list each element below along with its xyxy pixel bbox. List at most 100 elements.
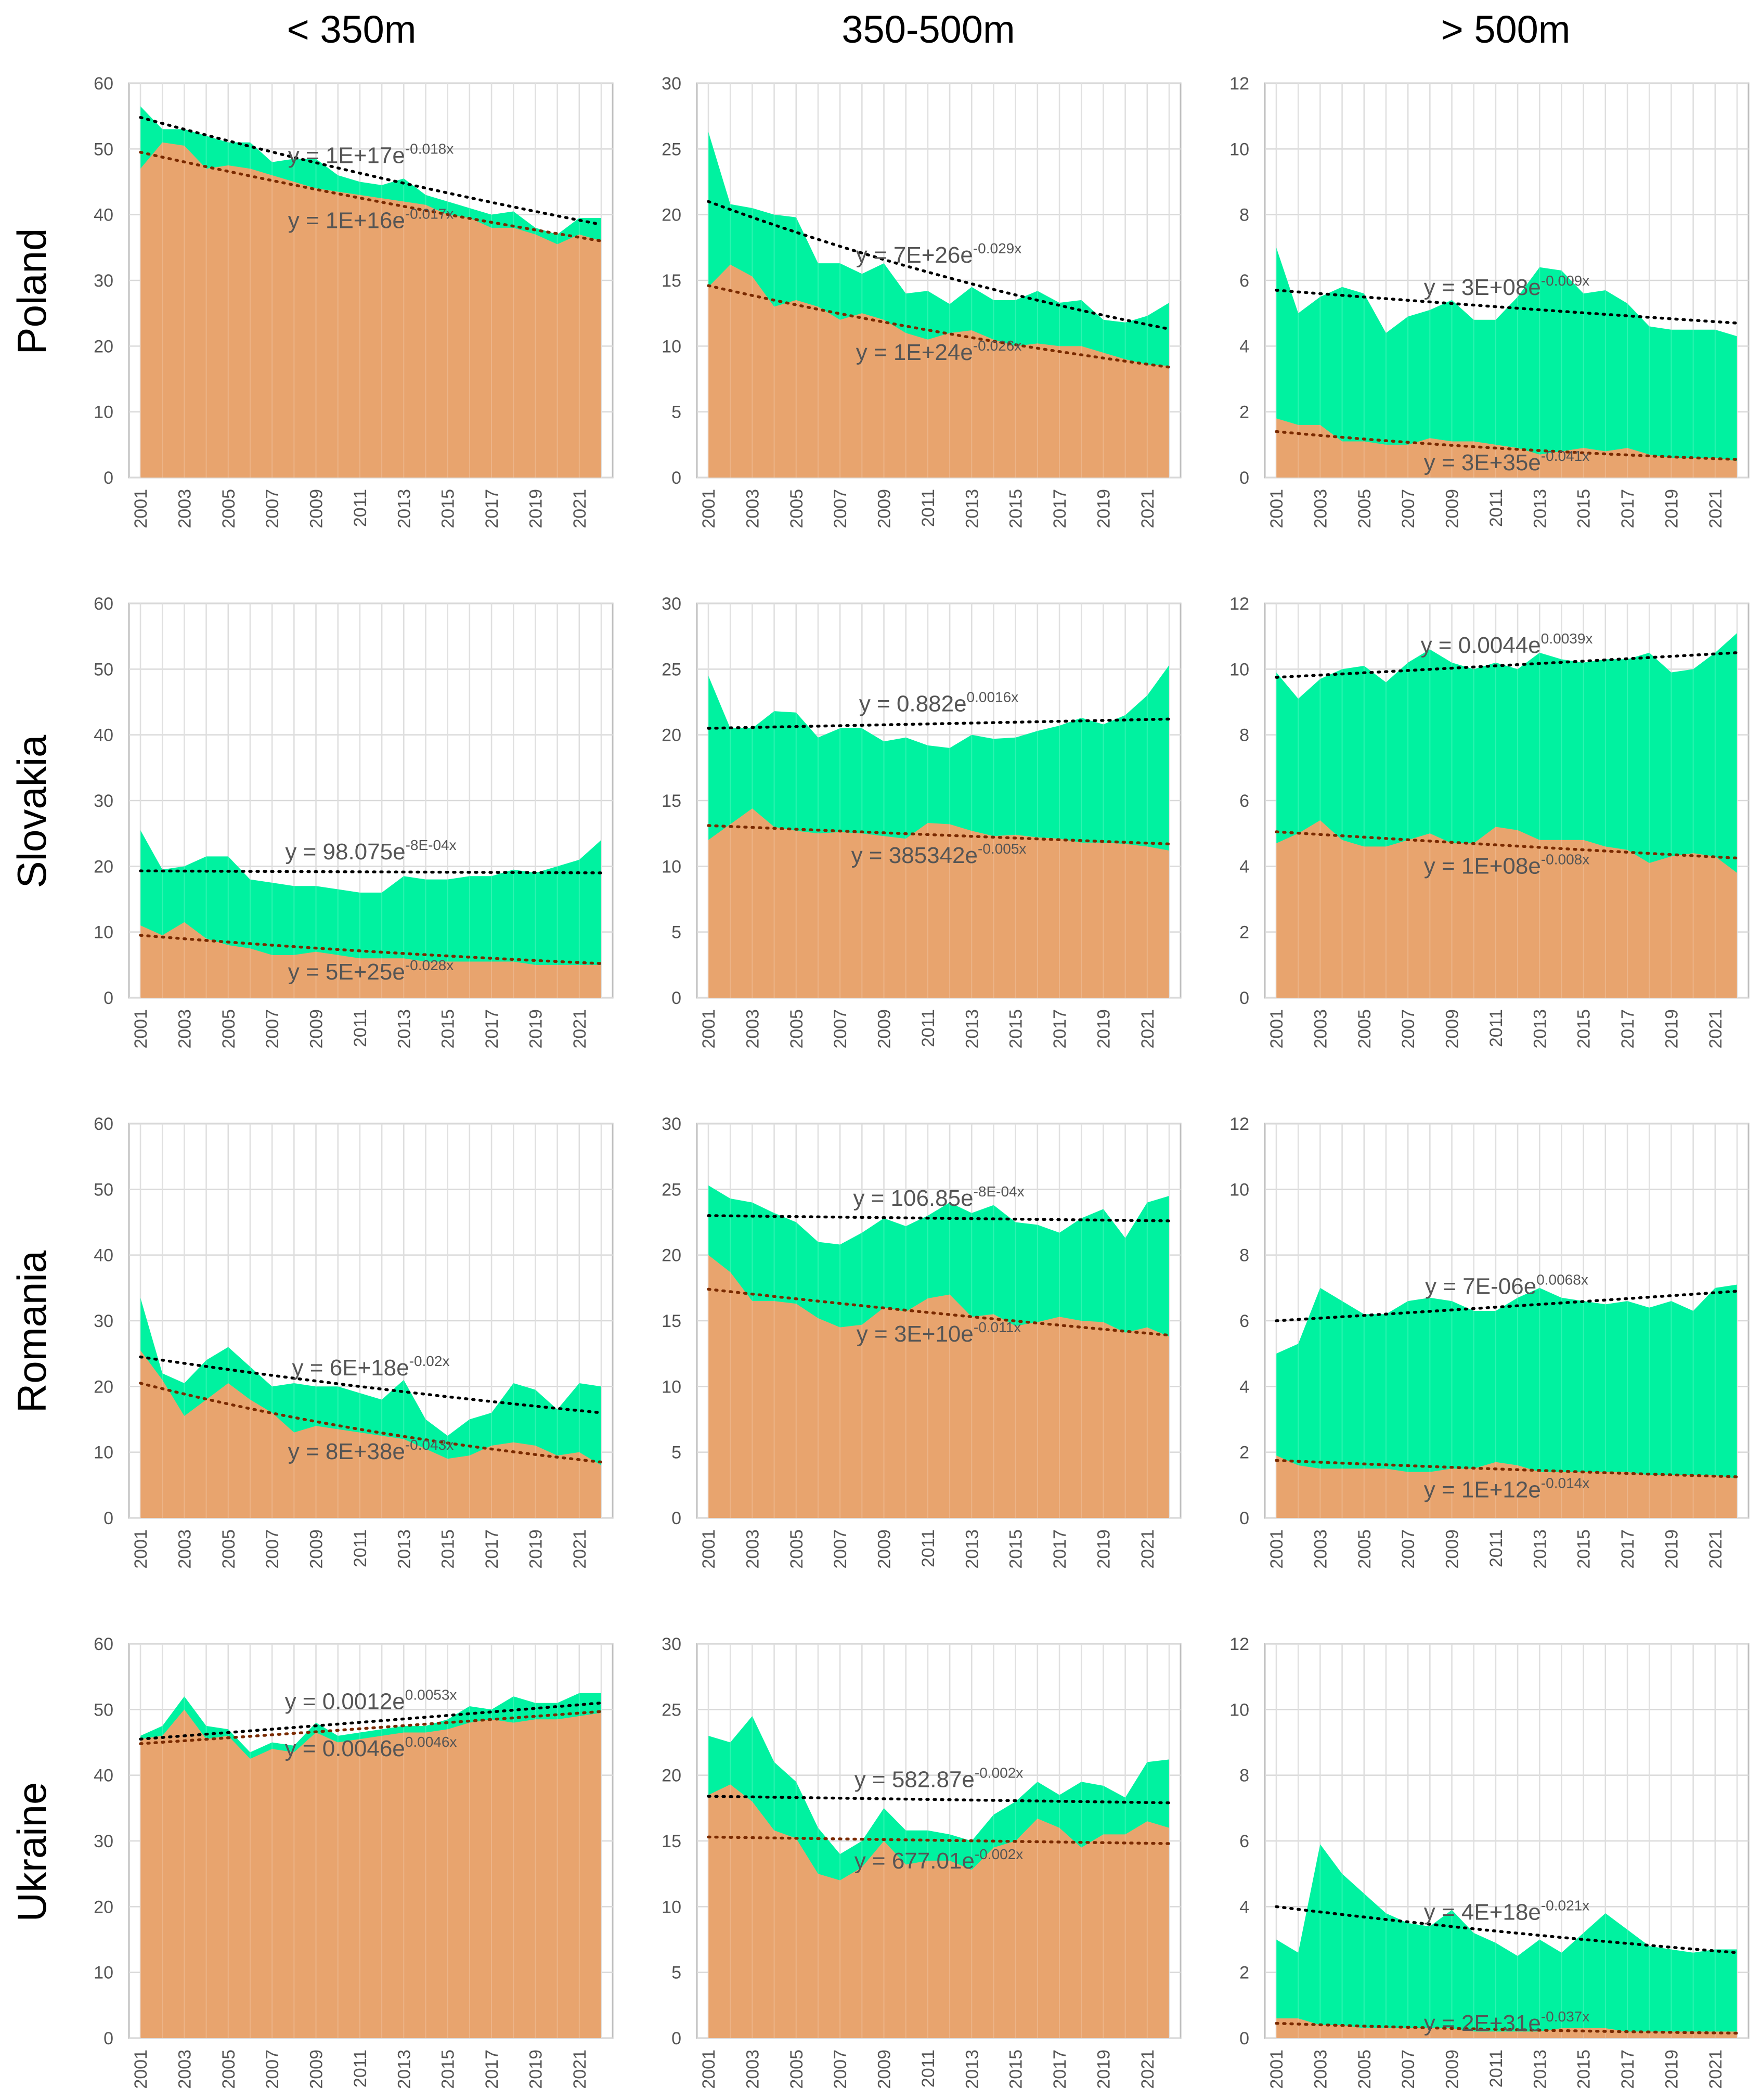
column-header-high: > 500m [1441, 8, 1571, 51]
x-tick-label: 2011 [1486, 1009, 1506, 1047]
area-series-top [1276, 1844, 1737, 2038]
x-tick-label: 2021 [1138, 489, 1158, 529]
panel-ukraine-low: y = 0.0012e0.0053x y = 0.0046e0.0046x 0 10 2… [94, 1634, 614, 2089]
trendline-lower [707, 284, 1171, 369]
x-tick-label: 2007 [831, 489, 850, 529]
y-tick-label: 30 [662, 594, 681, 614]
x-tick-label: 2007 [263, 1009, 282, 1049]
x-tick-label: 2003 [1311, 1529, 1330, 1569]
trendline-equation-upper: y = 0.0044e0.0039x [1421, 630, 1593, 658]
y-tick-label: 30 [662, 74, 681, 94]
x-tick-label: 2017 [1050, 2050, 1070, 2089]
area-series-bottom [140, 1350, 601, 1518]
x-tick-label: 2011 [918, 489, 938, 527]
area-series-bottom [1276, 1455, 1737, 1518]
x-tick-label: 2021 [570, 489, 590, 529]
y-tick-label: 15 [662, 271, 681, 291]
x-tick-label: 2009 [875, 489, 895, 529]
x-tick-label: 2001 [1267, 2050, 1287, 2089]
x-tick-label: 2009 [1443, 1529, 1462, 1569]
x-tick-label: 2011 [918, 2050, 938, 2088]
x-tick-label: 2007 [1399, 1009, 1418, 1049]
area-series-bottom [708, 808, 1169, 998]
trendline-equation-upper: y = 0.0012e0.0053x [285, 1686, 457, 1714]
x-tick-label: 2007 [263, 489, 282, 529]
y-tick-label: 50 [94, 1180, 113, 1200]
y-tick-label: 0 [1239, 1509, 1249, 1528]
y-tick-label: 60 [94, 1114, 113, 1134]
x-tick-label: 2013 [962, 489, 982, 529]
trendline-equation-lower: y = 1E+24e-0.026x [856, 338, 1021, 365]
x-tick-label: 2015 [1006, 489, 1026, 529]
y-tick-label: 8 [1239, 1246, 1249, 1266]
x-tick-label: 2011 [918, 1009, 938, 1047]
x-tick-label: 2021 [570, 2050, 590, 2089]
y-tick-label: 30 [662, 1634, 681, 1654]
panel-slovakia-low: y = 98.075e-8E-04x y = 5E+25e-0.028x 0 10 20… [94, 594, 614, 1049]
trendline-upper [707, 200, 1171, 331]
x-tick-label: 2019 [1662, 1529, 1681, 1569]
area-series-bottom [708, 264, 1169, 478]
x-tick-label: 2021 [1138, 2050, 1158, 2089]
x-tick-label: 2009 [307, 1009, 327, 1049]
x-tick-label: 2015 [1574, 2050, 1594, 2089]
x-tick-label: 2003 [743, 1009, 762, 1049]
x-tick-label: 2015 [1006, 2050, 1026, 2089]
x-tick-label: 2013 [394, 489, 414, 529]
column-header-mid: 350-500m [841, 8, 1015, 51]
x-tick-label: 2005 [787, 489, 807, 529]
x-tick-label: 2005 [1355, 1529, 1375, 1569]
x-tick-label: 2013 [962, 1529, 982, 1569]
y-tick-label: 0 [103, 988, 113, 1008]
x-tick-label: 2013 [394, 1009, 414, 1049]
x-tick-label: 2003 [743, 2050, 762, 2089]
x-tick-label: 2019 [1662, 2050, 1681, 2089]
trendline-equation-upper: y = 6E+18e-0.02x [292, 1353, 450, 1381]
x-tick-label: 2001 [131, 489, 151, 529]
trendline-equation-upper: y = 0.882e0.0016x [859, 689, 1018, 716]
y-tick-label: 20 [94, 857, 113, 877]
y-tick-label: 60 [94, 1634, 113, 1654]
y-tick-label: 5 [671, 1443, 681, 1463]
x-tick-label: 2009 [1443, 489, 1462, 529]
trendline-equation-lower: y = 2E+31e-0.037x [1424, 2008, 1589, 2036]
area-series-bottom [140, 922, 601, 998]
y-tick-label: 0 [671, 468, 681, 488]
x-tick-label: 2005 [1355, 2050, 1375, 2089]
x-tick-label: 2001 [131, 1529, 151, 1569]
row-header-ukraine: Ukraine [9, 1782, 55, 1922]
x-tick-label: 2015 [1574, 489, 1594, 529]
trendline-equation-upper: y = 1E+17e-0.018x [288, 141, 454, 169]
panel-ukraine-high: y = 4E+18e-0.021x y = 2E+31e-0.037x 0 2 4 6 8 1… [1229, 1634, 1750, 2089]
x-tick-label: 2001 [131, 1009, 151, 1049]
x-tick-label: 2007 [263, 1529, 282, 1569]
y-tick-label: 20 [94, 337, 113, 356]
y-tick-label: 30 [662, 1114, 681, 1134]
x-tick-label: 2013 [1530, 1009, 1550, 1049]
x-tick-label: 2011 [351, 1009, 370, 1047]
y-tick-label: 25 [662, 139, 681, 159]
trendline-upper [1275, 289, 1739, 325]
x-tick-label: 2013 [1530, 489, 1550, 529]
x-tick-label: 2007 [1399, 2050, 1418, 2089]
area-series-top [1276, 247, 1737, 478]
x-tick-label: 2019 [1094, 1529, 1113, 1569]
y-tick-label: 5 [671, 1963, 681, 1983]
y-tick-label: 10 [94, 403, 113, 422]
area-series-top [1276, 1284, 1737, 1518]
x-tick-label: 2017 [482, 489, 502, 529]
y-tick-label: 0 [671, 2029, 681, 2049]
trendline-equation-lower: y = 3E+35e-0.041x [1424, 448, 1589, 475]
trendline-lower [1275, 830, 1739, 860]
y-tick-label: 25 [662, 660, 681, 679]
x-tick-label: 2011 [1486, 489, 1506, 527]
y-tick-label: 50 [94, 1700, 113, 1720]
x-tick-label: 2015 [438, 2050, 458, 2089]
trendline-equation-lower: y = 1E+16e-0.017x [288, 206, 454, 234]
x-tick-label: 2021 [1138, 1009, 1158, 1049]
x-tick-label: 2017 [1050, 1529, 1070, 1569]
panel-ukraine-mid: y = 582.87e-0.002x y = 677.01e-0.002x 0 5 10… [662, 1634, 1182, 2089]
x-tick-label: 2001 [131, 2050, 151, 2089]
y-tick-label: 20 [662, 1766, 681, 1786]
area-series-bottom [140, 1709, 601, 2038]
